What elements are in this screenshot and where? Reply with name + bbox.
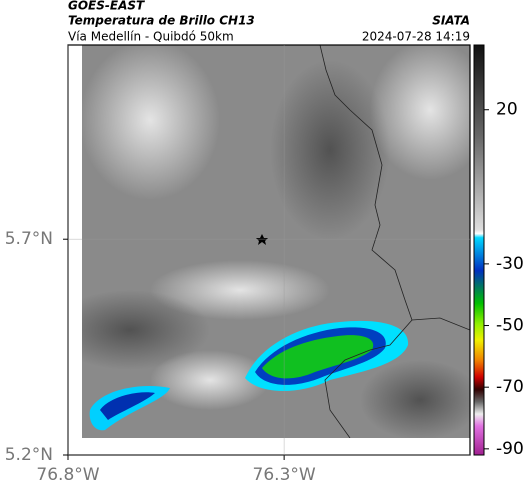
subtitle: Temperatura de Brillo CH13 (68, 14, 255, 28)
colorbar-tick-label: -30 (496, 254, 524, 274)
x-tick-label: 76.8°W (36, 465, 99, 485)
source: SIATA (432, 14, 470, 28)
y-tick-label: 5.7°N (5, 229, 53, 249)
location: Vía Medellín - Quibdó 50km (68, 30, 234, 44)
x-tick-label: 76.3°W (253, 465, 316, 485)
colorbar-tick-label: -90 (496, 439, 524, 459)
title: GOES-EAST (68, 0, 145, 13)
colorbar-tick-label: 20 (496, 100, 518, 120)
datetime: 2024-07-28 14:19 (362, 30, 470, 44)
colorbar-tick-label: -50 (496, 316, 524, 336)
colorbar (473, 44, 485, 456)
colorbar-tick-label: -70 (496, 377, 524, 397)
y-tick-label: 5.2°N (5, 445, 53, 465)
satellite-image (82, 45, 470, 438)
